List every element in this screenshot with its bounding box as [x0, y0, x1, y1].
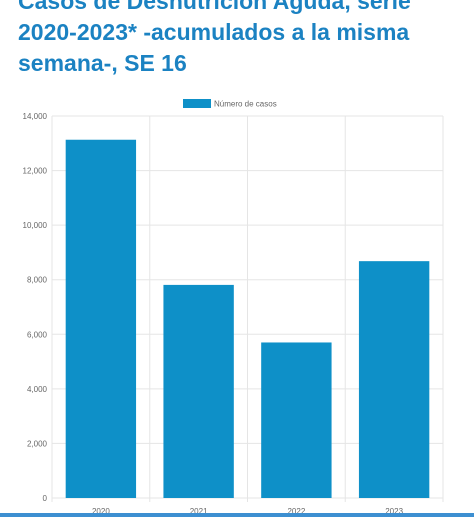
legend[interactable]: Número de casos [183, 99, 277, 109]
x-axis-ticks: 2020 2021 2022 2023 [92, 507, 404, 516]
x-tick-label: 2020 [92, 507, 110, 516]
y-tick-label: 12,000 [23, 167, 48, 176]
x-tick-label: 2021 [190, 507, 208, 516]
y-tick-label: 2,000 [27, 439, 48, 448]
bar-2020[interactable] [65, 139, 137, 498]
bottom-accent-bar [0, 513, 474, 517]
y-tick-label: 14,000 [23, 112, 48, 121]
chart-title: Casos de Desnutrición Aguda, serie 2020-… [18, 0, 411, 76]
y-tick-label: 4,000 [27, 385, 48, 394]
y-tick-label: 0 [43, 494, 48, 503]
y-tick-label: 6,000 [27, 330, 48, 339]
bar-2021[interactable] [163, 284, 234, 498]
y-tick-label: 10,000 [23, 221, 48, 230]
bar-2023[interactable] [358, 261, 430, 498]
legend-swatch [183, 99, 211, 108]
y-axis-ticks: 0 2,000 4,000 6,000 8,000 10,000 12,000 14,000 [23, 112, 48, 503]
x-tick-label: 2022 [287, 507, 305, 516]
legend-label: Número de casos [214, 100, 277, 109]
bar-2022[interactable] [261, 342, 332, 498]
bars [65, 139, 430, 498]
x-tick-label: 2023 [385, 507, 403, 516]
y-tick-label: 8,000 [27, 276, 48, 285]
